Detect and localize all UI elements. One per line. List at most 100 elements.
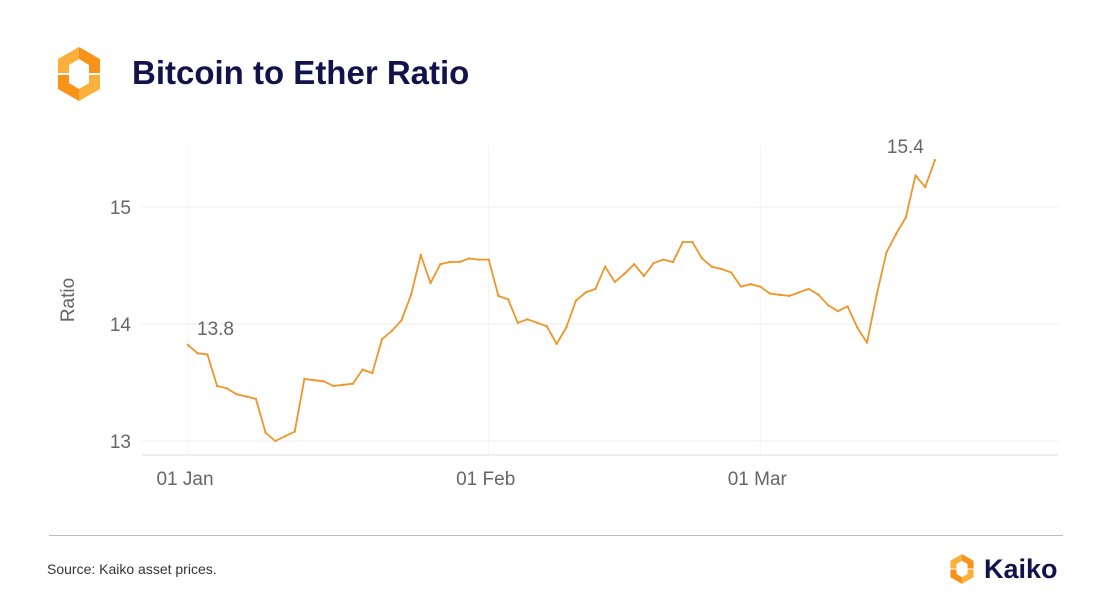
data-point [797,291,801,294]
data-point [856,326,859,329]
data-point [380,338,384,341]
data-point [914,174,917,177]
data-point [303,377,306,381]
data-point [458,260,461,264]
data-label: 13.8 [197,319,234,340]
data-point [225,387,228,390]
data-point [477,258,481,261]
data-point [574,299,578,302]
data-point [206,353,209,356]
data-point [642,274,646,278]
series-layer [186,159,937,443]
data-point [254,397,258,401]
data-point [894,232,898,236]
brand-name: Kaiko [984,553,1058,584]
data-point [671,260,675,264]
data-point [904,216,907,219]
data-point [827,304,830,307]
data-point [332,384,335,388]
data-point [836,309,840,313]
data-point [516,321,519,325]
data-point [933,159,937,162]
x-tick-label: 01 Feb [456,469,515,490]
x-tick-label: 01 Mar [728,469,788,490]
data-point [322,380,325,383]
data-point [817,293,820,296]
source-note: Source: Kaiko asset prices. [47,561,217,577]
data-point [235,393,238,396]
data-point [759,285,762,288]
data-point [468,257,471,260]
data-point [448,260,452,264]
line-chart: 13 14 15 01 Jan 01 Feb 01 Mar Ratio 13.8 15.4 [58,137,1058,490]
data-point [807,287,810,291]
footer-divider [49,535,1063,536]
data-point [409,293,413,296]
data-point [312,378,316,382]
data-point [603,265,607,268]
data-point [361,368,364,371]
data-point [885,251,888,254]
axes: 13 14 15 01 Jan 01 Feb 01 Mar Ratio [58,198,1058,490]
data-point [419,253,422,257]
y-axis-label: Ratio [58,278,79,322]
y-tick-label: 13 [110,432,131,453]
footer-brand: Kaiko [946,552,1058,586]
data-point [545,325,549,328]
data-point [623,272,626,275]
kaiko-logo-icon [58,47,100,101]
data-point [506,298,510,301]
data-point [215,384,219,388]
data-point [526,318,529,321]
page-title: Bitcoin to Ether Ratio [132,54,470,91]
data-point [652,261,655,265]
data-point [846,305,849,308]
y-tick-label: 14 [110,315,132,336]
data-point [186,343,190,347]
data-point [264,431,267,435]
series-line [187,159,936,442]
data-label: 15.4 [887,137,924,158]
data-point [584,291,587,294]
data-point [497,294,500,298]
data-point [778,293,781,296]
data-point [536,321,539,325]
data-point [865,341,869,344]
data-point [681,240,684,244]
data-point [245,395,248,398]
data-point [565,326,568,329]
data-point [371,371,374,375]
data-point [924,185,927,189]
data-point [390,329,393,333]
data-point [662,258,665,261]
data-point [594,287,597,291]
data-point [691,240,694,244]
data-point [875,293,878,296]
data-point [429,281,432,285]
data-point [283,435,287,438]
grid-lines [142,145,1058,455]
labels-layer: 13.8 15.4 [197,137,924,340]
data-point [730,271,733,274]
data-point [196,352,199,355]
data-point [274,439,277,443]
data-point [633,263,636,266]
data-point [700,257,704,260]
data-point [739,285,743,288]
data-point [720,267,723,271]
kaiko-footer-logo-icon [950,554,974,584]
data-point [768,292,772,295]
data-point [439,263,442,266]
data-point [788,294,791,298]
data-point [710,265,713,268]
data-point [342,383,345,387]
x-tick-label: 01 Jan [156,469,213,490]
data-point [749,283,752,286]
data-point [487,258,490,261]
data-point [293,430,296,433]
y-tick-label: 15 [110,198,131,219]
data-point [400,319,403,322]
data-point [613,280,616,284]
data-point [555,342,558,346]
data-point [351,382,355,385]
